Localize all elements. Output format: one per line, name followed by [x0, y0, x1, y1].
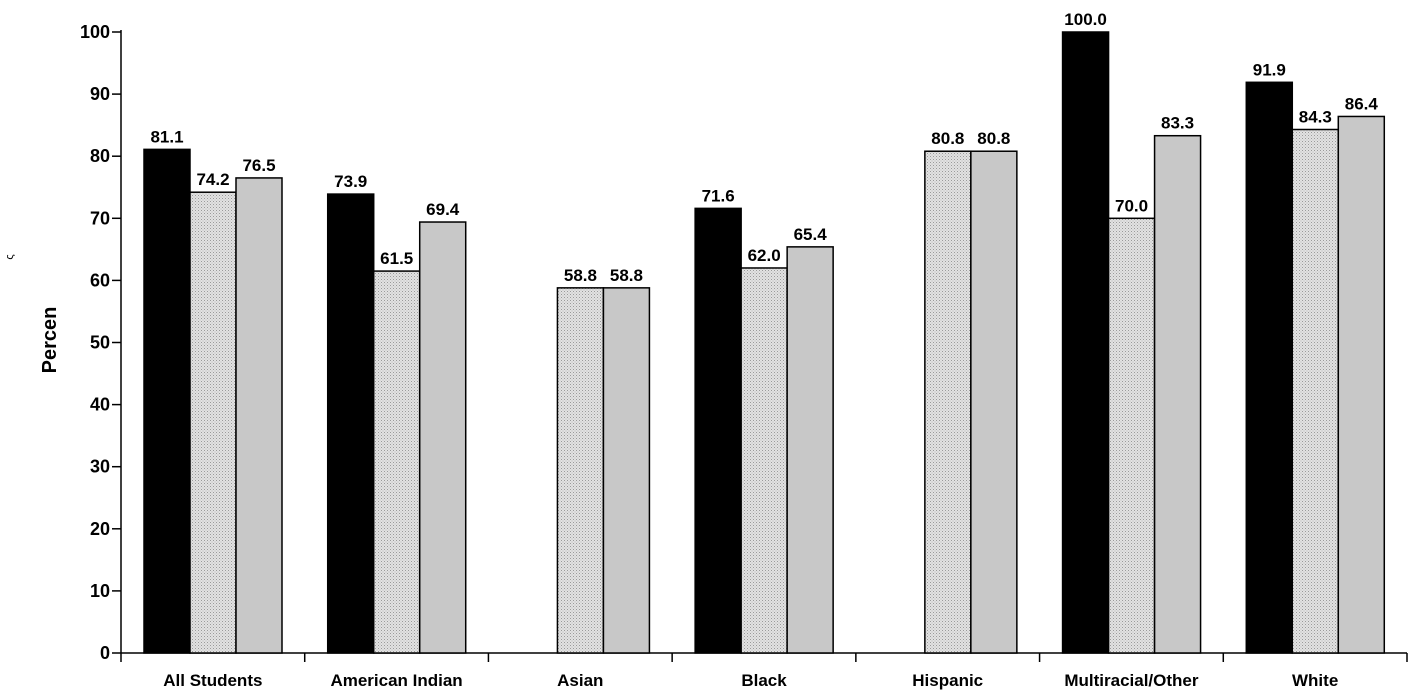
category-label: Asian	[557, 671, 603, 690]
bar-value-label: 73.9	[334, 172, 367, 191]
y-tick-label: 80	[90, 146, 110, 166]
bar-value-label: 84.3	[1299, 107, 1332, 126]
bar	[1107, 217, 1156, 654]
bar	[1337, 115, 1386, 654]
bar-value-label: 81.1	[150, 127, 183, 146]
bar-value-label: 61.5	[380, 249, 413, 268]
bar	[326, 193, 375, 654]
bar-value-label: 91.9	[1253, 60, 1286, 79]
axes: 0 10 20 30 40 50 60 70 80 90 100 All Students Americ…	[80, 22, 1408, 690]
category-label: All Students	[163, 671, 262, 690]
bar-value-label: 71.6	[702, 186, 735, 205]
y-tick-label: 100	[80, 22, 110, 42]
y-tick-label: 90	[90, 84, 110, 104]
bar	[235, 177, 283, 654]
bar	[1061, 31, 1110, 654]
y-tick-label: 10	[90, 581, 110, 601]
bar	[694, 207, 742, 654]
bar	[372, 270, 421, 654]
y-tick-label: 60	[90, 270, 110, 290]
bar-value-label: 86.4	[1345, 94, 1379, 113]
y-tick-label: 50	[90, 333, 110, 353]
category-label: White	[1292, 671, 1338, 690]
y-tick-label: 30	[90, 457, 110, 477]
bar	[602, 287, 651, 654]
bar-value-label: 58.8	[564, 266, 597, 285]
y-tick-label: 40	[90, 395, 110, 415]
y-tick-label: 70	[90, 208, 110, 228]
category-label: Multiracial/Other	[1064, 671, 1199, 690]
y-axis-stray-mark: ς	[4, 254, 16, 259]
bar	[143, 148, 191, 654]
bar-value-label: 80.8	[931, 129, 964, 148]
bar	[1291, 128, 1340, 654]
bar	[970, 150, 1018, 654]
category-label: Hispanic	[912, 671, 983, 690]
bars	[143, 31, 1386, 654]
bar-value-label: 69.4	[426, 200, 460, 219]
bar-value-label: 58.8	[610, 266, 643, 285]
bar-value-label: 62.0	[748, 246, 781, 265]
y-tick-label: 0	[100, 643, 110, 663]
bar	[740, 267, 788, 654]
bar	[418, 221, 467, 654]
bar	[556, 287, 605, 654]
bar	[924, 150, 972, 654]
bar	[1153, 134, 1202, 654]
bar	[189, 191, 237, 654]
bar-value-label: 80.8	[977, 129, 1010, 148]
y-tick-label: 20	[90, 519, 110, 539]
bar-value-label: 100.0	[1064, 10, 1107, 29]
bar	[786, 246, 834, 654]
bar-value-label: 65.4	[794, 225, 828, 244]
y-axis-title: Percen	[39, 307, 61, 374]
bar-value-label: 76.5	[242, 156, 275, 175]
value-labels: 81.1 74.2 76.5 73.9 61.5 69.4 58.8 58.8 71.6 62.0…	[150, 10, 1378, 285]
category-label: American Indian	[330, 671, 462, 690]
category-label: Black	[741, 671, 787, 690]
bar	[1245, 81, 1294, 654]
bar-value-label: 83.3	[1161, 114, 1194, 133]
bar-value-label: 74.2	[196, 170, 229, 189]
bar-value-label: 70.0	[1115, 196, 1148, 215]
